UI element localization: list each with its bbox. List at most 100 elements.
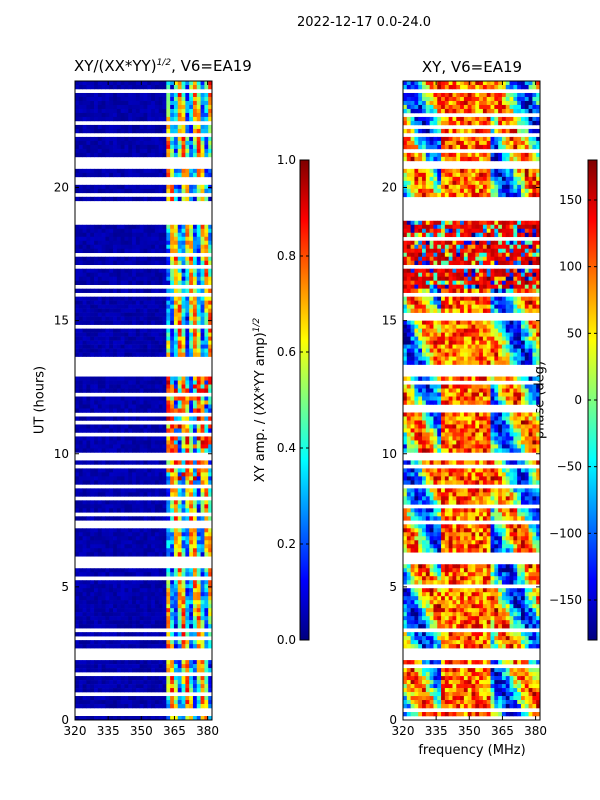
heatmap-cell	[204, 568, 209, 573]
heatmap-cell	[448, 81, 453, 86]
heatmap-cell	[75, 532, 80, 537]
heatmap-cell	[196, 704, 201, 709]
heatmap-cell	[173, 448, 179, 453]
heatmap-cell	[173, 296, 179, 301]
heatmap-cell	[120, 632, 125, 637]
heatmap-cell	[78, 688, 84, 693]
heatmap-cell	[208, 608, 212, 613]
heatmap-cell	[452, 120, 457, 126]
heatmap-cell	[82, 408, 87, 413]
heatmap-cell	[524, 220, 529, 226]
heatmap-cell	[173, 336, 179, 341]
heatmap-cell	[517, 92, 522, 98]
heatmap-cell	[192, 548, 198, 553]
heatmap-cell	[173, 84, 179, 90]
heatmap-cell	[433, 184, 438, 190]
heatmap-cell	[86, 188, 91, 194]
heatmap-cell	[86, 272, 91, 277]
heatmap-cell	[143, 328, 148, 333]
heatmap-cell	[132, 516, 137, 521]
heatmap-cell	[498, 188, 503, 194]
heatmap-cell	[151, 304, 156, 309]
heatmap-cell	[158, 644, 163, 649]
heatmap-cell	[208, 500, 212, 505]
heatmap-cell	[94, 288, 99, 293]
heatmap-cell	[143, 540, 148, 545]
heatmap-cell	[143, 224, 148, 230]
heatmap-cell	[154, 408, 160, 413]
heatmap-cell	[154, 488, 160, 493]
heatmap-cell	[460, 84, 465, 90]
heatmap-cell	[128, 312, 133, 317]
heatmap-cell	[90, 600, 95, 605]
heatmap-cell	[208, 448, 212, 453]
heatmap-cell	[425, 136, 431, 142]
heatmap-cell	[132, 528, 137, 533]
heatmap-cell	[498, 168, 503, 174]
heatmap-cell	[75, 492, 80, 497]
heatmap-cell	[154, 112, 160, 118]
heatmap-cell	[204, 612, 209, 617]
heatmap-cell	[101, 440, 106, 445]
heatmap-cell	[441, 120, 446, 126]
heatmap-cell	[192, 612, 198, 617]
heatmap-cell	[177, 280, 182, 285]
heatmap-cell	[204, 404, 209, 409]
heatmap-cell	[208, 416, 212, 421]
heatmap-cell	[170, 148, 175, 154]
heatmap-cell	[422, 128, 427, 134]
heatmap-cell	[154, 676, 160, 681]
heatmap-cell	[208, 112, 212, 118]
heatmap-cell	[90, 336, 95, 341]
heatmap-cell	[143, 424, 148, 429]
heatmap-cell	[200, 468, 205, 473]
heatmap-cell	[139, 128, 144, 134]
heatmap-cell	[124, 188, 129, 194]
heatmap-cell	[173, 148, 179, 154]
heatmap-cell	[154, 248, 160, 254]
heatmap-cell	[132, 716, 137, 720]
heatmap-cell	[120, 300, 125, 305]
heatmap-cell	[170, 684, 175, 689]
heatmap-cell	[147, 312, 152, 317]
heatmap-cell	[166, 380, 171, 385]
heatmap-cell	[139, 400, 144, 405]
heatmap-cell	[177, 304, 182, 309]
heatmap-cell	[154, 268, 160, 273]
heatmap-cell	[82, 260, 87, 266]
heatmap-cell	[406, 188, 412, 194]
heatmap-cell	[170, 716, 175, 720]
heatmap-cell	[139, 352, 144, 357]
heatmap-cell	[90, 588, 95, 593]
heatmap-cell	[109, 332, 114, 337]
heatmap-cell	[78, 616, 84, 621]
heatmap-cell	[128, 300, 133, 305]
heatmap-cell	[78, 348, 84, 353]
heatmap-cell	[151, 184, 156, 190]
heatmap-cell	[113, 248, 118, 254]
heatmap-cell	[414, 192, 419, 198]
heatmap-cell	[410, 136, 415, 142]
heatmap-cell	[490, 240, 495, 246]
heatmap-cell	[528, 84, 533, 90]
heatmap-cell	[109, 328, 114, 333]
heatmap-cell	[143, 384, 148, 389]
heatmap-cell	[143, 168, 148, 174]
heatmap-cell	[124, 332, 129, 337]
heatmap-cell	[170, 616, 175, 621]
heatmap-cell	[90, 700, 95, 705]
heatmap-cell	[94, 268, 99, 273]
heatmap-cell	[170, 388, 175, 393]
heatmap-cell	[433, 156, 438, 162]
heatmap-cell	[120, 152, 125, 158]
heatmap-cell	[170, 580, 175, 585]
heatmap-cell	[513, 156, 518, 162]
heatmap-cell	[154, 424, 160, 429]
heatmap-cell	[147, 300, 152, 305]
heatmap-cell	[524, 104, 529, 110]
heatmap-cell	[185, 304, 190, 309]
heatmap-cell	[196, 256, 201, 262]
heatmap-cell	[444, 192, 450, 198]
heatmap-cell	[460, 240, 465, 246]
heatmap-cell	[158, 716, 163, 720]
